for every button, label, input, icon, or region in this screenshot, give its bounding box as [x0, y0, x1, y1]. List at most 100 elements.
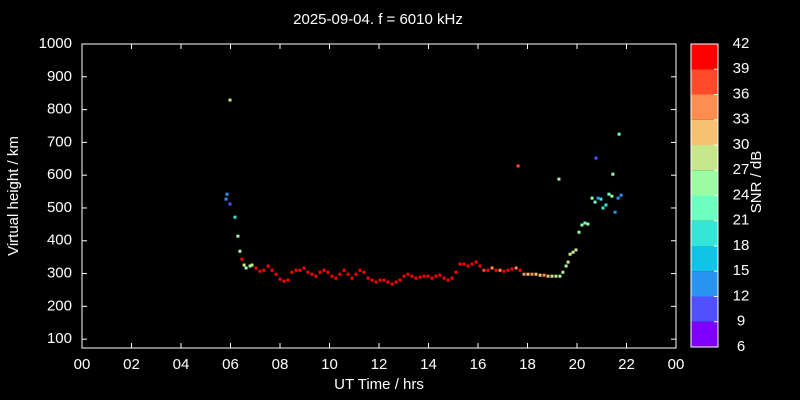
- y-tick-label: 1000: [39, 35, 72, 52]
- colorbar-swatch: [691, 44, 718, 70]
- data-point: [286, 278, 290, 282]
- data-point: [462, 262, 466, 266]
- data-point: [596, 196, 600, 200]
- data-point: [262, 268, 266, 272]
- data-point: [498, 268, 502, 272]
- data-point: [619, 193, 623, 197]
- data-point: [322, 268, 326, 272]
- colorbar-tick-label: 24: [733, 186, 750, 203]
- data-point: [534, 272, 538, 276]
- data-point: [386, 280, 390, 284]
- data-point: [266, 264, 270, 268]
- data-point: [270, 268, 274, 272]
- data-point: [390, 282, 394, 286]
- x-tick-label: 14: [420, 356, 437, 373]
- data-point: [542, 273, 546, 277]
- data-point: [338, 272, 342, 276]
- colorbar-swatch: [691, 170, 718, 196]
- colorbar-swatch: [691, 119, 718, 145]
- data-point: [574, 248, 578, 252]
- data-point: [438, 273, 442, 277]
- data-point: [474, 260, 478, 264]
- data-point: [482, 268, 486, 272]
- y-tick-label: 100: [47, 330, 72, 347]
- data-point: [426, 274, 430, 278]
- data-point: [240, 257, 244, 261]
- data-point: [590, 196, 594, 200]
- data-point: [346, 272, 350, 276]
- data-point: [530, 272, 534, 276]
- data-point: [278, 277, 282, 281]
- colorbar-tick-label: 18: [733, 237, 750, 254]
- colorbar-swatch: [691, 69, 718, 95]
- colorbar-swatch: [691, 220, 718, 246]
- data-point: [454, 270, 458, 274]
- data-point: [350, 276, 354, 280]
- data-point: [616, 196, 620, 200]
- data-point: [354, 272, 358, 276]
- data-point: [330, 274, 334, 278]
- data-point: [334, 276, 338, 280]
- colorbar-label: SNR / dB: [748, 151, 765, 214]
- data-point: [577, 230, 581, 234]
- data-point: [398, 278, 402, 282]
- y-tick-label: 400: [47, 232, 72, 249]
- x-tick-label: 16: [470, 356, 487, 373]
- x-tick-label: 00: [668, 356, 685, 373]
- data-point: [518, 268, 522, 272]
- y-tick-label: 500: [47, 199, 72, 216]
- data-point: [522, 272, 526, 276]
- y-tick-label: 600: [47, 166, 72, 183]
- data-point: [378, 278, 382, 282]
- data-point: [478, 264, 482, 268]
- y-tick-label: 200: [47, 297, 72, 314]
- data-point: [599, 197, 603, 201]
- data-point: [422, 274, 426, 278]
- data-point: [506, 268, 510, 272]
- colorbar-swatch: [691, 145, 718, 171]
- data-point: [224, 197, 228, 201]
- data-point: [254, 266, 258, 270]
- y-tick-label: 800: [47, 101, 72, 118]
- data-point: [242, 263, 246, 267]
- x-tick-label: 06: [222, 356, 239, 373]
- data-point: [233, 215, 237, 219]
- data-point: [486, 268, 490, 272]
- data-point: [593, 200, 597, 204]
- data-point: [290, 270, 294, 274]
- x-axis-label: UT Time / hrs: [334, 376, 424, 393]
- data-point: [558, 274, 562, 278]
- data-point: [604, 203, 608, 207]
- data-point: [370, 278, 374, 282]
- data-point: [490, 266, 494, 270]
- data-point: [250, 263, 254, 267]
- x-tick-label: 22: [618, 356, 635, 373]
- colorbar-swatch: [691, 271, 718, 297]
- data-point: [228, 202, 232, 206]
- data-point: [580, 223, 584, 227]
- data-point: [568, 252, 572, 256]
- data-point: [607, 192, 611, 196]
- data-point: [236, 234, 240, 238]
- data-point: [302, 266, 306, 270]
- x-tick-label: 00: [74, 356, 91, 373]
- data-point: [306, 270, 310, 274]
- data-point: [318, 270, 322, 274]
- data-point: [546, 274, 550, 278]
- x-tick-label: 08: [272, 356, 289, 373]
- data-point: [613, 210, 617, 214]
- x-tick-label: 20: [569, 356, 586, 373]
- colorbar-tick-label: 30: [733, 136, 750, 153]
- data-point: [342, 268, 346, 272]
- colorbar-tick-label: 42: [733, 35, 750, 52]
- data-point: [514, 266, 518, 270]
- data-point: [228, 98, 232, 102]
- data-point: [382, 278, 386, 282]
- y-tick-label: 900: [47, 68, 72, 85]
- colorbar-swatch: [691, 94, 718, 120]
- data-point: [225, 192, 229, 196]
- data-point: [402, 274, 406, 278]
- data-point: [586, 222, 590, 226]
- data-point: [248, 264, 252, 268]
